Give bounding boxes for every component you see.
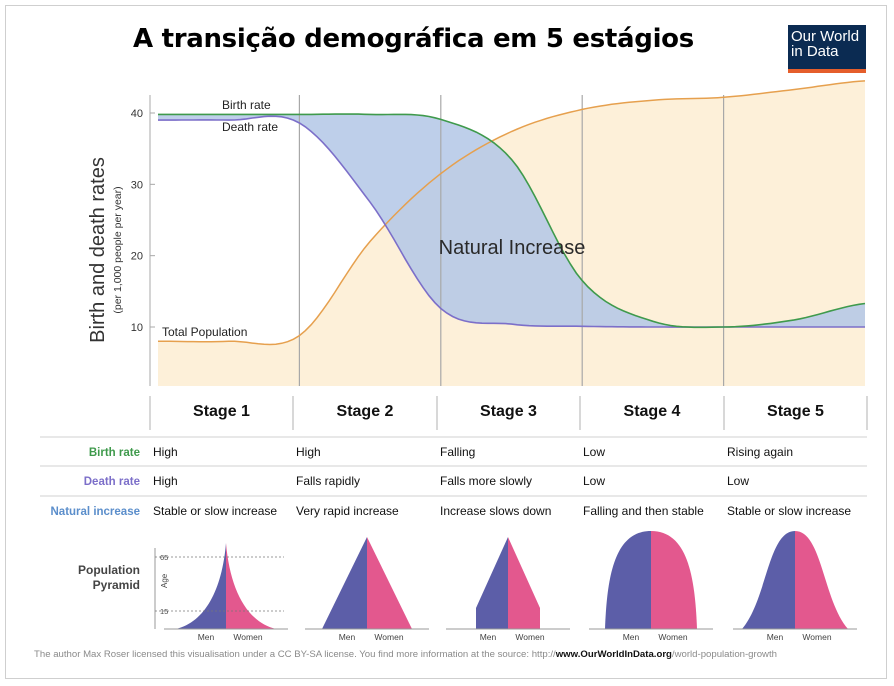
death-rate-label: Death rate [222,120,278,134]
pyramid-1-men-label: Men [198,632,215,642]
birth-rate-label: Birth rate [222,98,271,112]
pyramid-2-men [322,537,367,629]
y-tick-label-30: 30 [131,179,143,191]
cell-2-3: Falling and then stable [583,504,704,518]
label-layer: Birth rate Death rate Total Population Natu… [162,98,585,339]
stage-header-3: Stage 3 [480,403,537,420]
pyramid-5-men [742,531,795,629]
cell-0-0: High [153,445,178,459]
footer: The author Max Roser licensed this visua… [34,649,777,660]
owid-logo[interactable]: Our World in Data [788,25,866,73]
cell-2-2: Increase slows down [440,504,551,518]
cell-1-1: Falls rapidly [296,474,360,488]
row-label-0: Birth rate [89,447,140,459]
cell-0-2: Falling [440,445,475,459]
pyramid-5-women-label: Women [802,632,831,642]
cell-1-0: High [153,474,178,488]
pyramid-layer: Men Women Men Women Men Women Men Women Men Women… [154,531,857,642]
cell-2-0: Stable or slow increase [153,504,277,518]
pyramid-3-women [508,537,540,629]
age-tick-15: 15 [160,607,168,616]
footer-link[interactable]: www.OurWorldInData.org [555,649,672,660]
pyramid-4-women-label: Women [658,632,687,642]
pyramid-1-men [176,543,226,629]
fill-layer [158,80,865,387]
stage-header-5: Stage 5 [767,403,824,420]
cell-1-3: Low [583,474,605,488]
footer-url-rest: /world-population-growth [671,649,777,660]
pyramid-3-men [476,537,508,629]
y-axis-label: Birth and death rates [87,157,109,343]
logo-line1: Our World [791,28,860,45]
y-tick-label-20: 20 [131,251,143,263]
cell-0-1: High [296,445,321,459]
stage-header-4: Stage 4 [624,403,681,420]
cell-1-4: Low [727,474,749,488]
total-population-label: Total Population [162,325,247,339]
cell-2-1: Very rapid increase [296,504,399,518]
stage-header-1: Stage 1 [193,403,250,420]
logo-line2: in Data [791,43,839,60]
line-layer [158,80,866,346]
pyramid-4-women [651,531,697,629]
pyramid-4-men-label: Men [623,632,640,642]
footer-text: The author Max Roser licensed this visua… [34,649,556,660]
frame [5,5,887,679]
y-axis-sublabel: (per 1,000 people per year) [112,186,124,313]
pyramid-5-women [795,531,848,629]
pyramid-3-men-label: Men [480,632,497,642]
natural-increase-area [158,114,865,328]
pyramid-1-women [226,543,276,629]
death-rate-line [158,115,865,328]
pyramid-4-men [605,531,651,629]
pyramid-2-men-label: Men [339,632,356,642]
table-layer: Stage 1 Stage 2 Stage 3 Stage 4 Stage 5 Birth… [40,396,868,592]
pyramid-label-line2: Pyramid [93,578,140,592]
pyramid-5-men-label: Men [767,632,784,642]
cell-2-4: Stable or slow increase [727,504,851,518]
pyramid-label-line1: Population [78,563,140,577]
y-tick-label-40: 40 [131,108,143,120]
cell-1-2: Falls more slowly [440,474,532,488]
natural-increase-annotation: Natural Increase [439,237,586,259]
pyramid-2-women [367,537,412,629]
birth-rate-line [158,113,866,329]
row-label-1: Death rate [84,476,140,488]
cell-0-4: Rising again [727,445,793,459]
axis-layer: 10 20 30 40 Birth and death rates (per 1,000 … [87,95,155,386]
y-tick-label-10: 10 [131,322,143,334]
age-label: Age [160,573,169,588]
pyramid-1-women-label: Women [233,632,262,642]
cell-0-3: Low [583,445,605,459]
row-label-2: Natural increase [51,506,141,518]
pyramid-2-women-label: Women [374,632,403,642]
age-tick-65: 65 [160,553,168,562]
stage-header-2: Stage 2 [337,403,394,420]
population-line [158,80,866,346]
page-title: A transição demográfica em 5 estágios [133,24,694,54]
logo-bar [788,69,866,73]
pyramid-3-women-label: Women [515,632,544,642]
